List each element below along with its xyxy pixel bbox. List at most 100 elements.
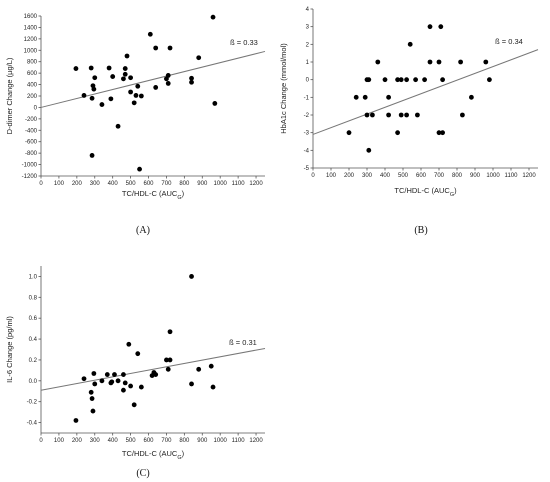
y-tick-label: -1200	[22, 174, 38, 180]
data-point	[89, 153, 95, 158]
y-tick-label: -0.2	[27, 400, 38, 406]
x-axis-label-subscript: G	[450, 192, 454, 198]
data-point	[73, 418, 79, 423]
data-point	[404, 77, 409, 83]
panel-label: (C)	[136, 468, 149, 479]
y-tick-label: -0.4	[27, 421, 38, 427]
data-point	[115, 123, 121, 129]
x-tick-label: 1100	[232, 181, 246, 187]
data-point	[90, 408, 96, 414]
data-point	[395, 77, 400, 83]
y-tick-label: 600	[27, 71, 38, 77]
data-point	[153, 372, 159, 377]
data-point	[165, 81, 171, 86]
x-tick-label: 1100	[505, 173, 519, 179]
y-tick-label: 400	[27, 83, 38, 89]
data-point	[382, 77, 388, 83]
x-tick-label: 400	[108, 438, 119, 444]
data-point	[460, 112, 465, 118]
y-tick-label: -600	[25, 140, 38, 146]
y-tick-label: -800	[25, 151, 38, 157]
x-tick-label: 1000	[214, 438, 228, 444]
x-tick-label: 500	[398, 173, 409, 179]
data-point	[469, 94, 474, 100]
y-axis-label: IL-6 Change (pg/ml)	[5, 316, 14, 383]
data-point	[81, 93, 87, 98]
x-tick-label: 900	[470, 173, 481, 179]
y-tick-label: -4	[304, 148, 310, 154]
x-axis-label-subscript: G	[177, 195, 181, 201]
chart-1: 0 100 200 300 400 500 600 700 800 900 1000 1100 1200…	[5, 14, 266, 236]
x-tick-label: 800	[179, 181, 190, 187]
y-tick-label: 0	[306, 78, 310, 84]
x-tick-label: 0	[39, 181, 43, 187]
data-point	[189, 274, 194, 279]
data-point	[440, 130, 445, 136]
data-point	[128, 75, 134, 81]
data-point	[147, 31, 153, 37]
y-tick-label: 1200	[24, 37, 38, 43]
x-tick-label: 300	[362, 173, 373, 179]
beta-annotation: ß = 0.31	[229, 338, 257, 347]
x-tick-label: 100	[326, 173, 337, 179]
y-tick-label: 0.4	[29, 337, 38, 343]
x-axis-label: TC/HDL-C (AUCG)	[394, 186, 457, 198]
y-tick-label: 0.2	[29, 358, 38, 364]
x-tick-label: 800	[179, 438, 190, 444]
data-point	[438, 24, 444, 30]
data-point	[153, 45, 159, 51]
y-tick-label: 3	[306, 25, 310, 31]
x-tick-label: 700	[161, 438, 172, 444]
y-tick-label: 1.0	[29, 274, 38, 280]
x-tick-label: 1000	[214, 181, 228, 187]
data-point	[92, 75, 98, 81]
data-point	[398, 112, 404, 118]
y-tick-label: 0.6	[29, 316, 38, 322]
y-tick-label: 1	[306, 60, 310, 66]
x-tick-label: 300	[90, 438, 101, 444]
panel-label: (A)	[136, 225, 150, 236]
data-point	[122, 71, 128, 77]
data-point	[436, 59, 442, 65]
data-point	[73, 66, 79, 71]
data-point	[386, 112, 391, 118]
data-point	[131, 402, 137, 408]
x-tick-label: 900	[197, 181, 208, 187]
data-point	[395, 130, 400, 136]
y-tick-label: 0.8	[29, 295, 38, 301]
data-point	[167, 357, 173, 363]
data-point	[92, 381, 98, 387]
x-axis-label-close: )	[182, 189, 185, 198]
data-point	[133, 93, 139, 98]
data-point	[404, 112, 409, 118]
x-tick-label: 600	[144, 438, 155, 444]
x-tick-label: 100	[54, 181, 65, 187]
trend-line	[40, 50, 266, 108]
data-point	[99, 102, 105, 107]
data-point	[135, 83, 141, 89]
data-point	[210, 14, 216, 20]
data-point	[212, 101, 218, 106]
data-point	[121, 76, 126, 82]
x-tick-label: 600	[416, 173, 427, 179]
x-tick-label: 200	[72, 438, 83, 444]
y-tick-label: -3	[304, 131, 310, 137]
data-point	[128, 383, 134, 389]
data-point	[88, 389, 94, 395]
x-tick-label: 900	[197, 438, 208, 444]
x-tick-label: 200	[72, 181, 83, 187]
data-point	[108, 96, 114, 102]
panel-label: (B)	[414, 225, 427, 236]
data-point	[189, 75, 194, 81]
data-point	[366, 77, 372, 83]
y-tick-label: -1000	[22, 163, 38, 169]
data-point	[165, 73, 171, 78]
data-point	[164, 357, 169, 363]
data-point	[346, 130, 352, 136]
x-tick-label: 500	[126, 438, 137, 444]
trend-line	[312, 49, 539, 135]
data-point	[366, 147, 372, 153]
y-tick-label: 200	[27, 94, 38, 100]
x-axis-label-close: )	[454, 186, 457, 195]
